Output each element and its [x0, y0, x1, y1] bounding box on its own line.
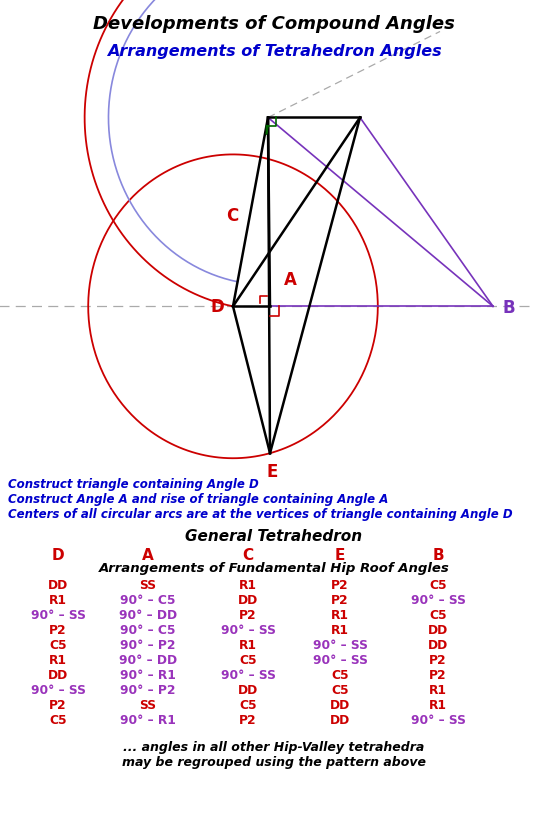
Text: Centers of all circular arcs are at the vertices of triangle containing Angle D: Centers of all circular arcs are at the …: [8, 508, 512, 521]
Text: may be regrouped using the pattern above: may be regrouped using the pattern above: [122, 756, 426, 769]
Text: 90° – SS: 90° – SS: [220, 669, 276, 682]
Text: P2: P2: [239, 609, 257, 622]
Text: P2: P2: [239, 714, 257, 727]
Text: R1: R1: [429, 699, 447, 712]
Text: SS: SS: [140, 579, 157, 592]
Text: General Tetrahedron: General Tetrahedron: [185, 529, 363, 544]
Text: 90° – DD: 90° – DD: [119, 609, 177, 622]
Text: R1: R1: [239, 579, 257, 592]
Text: DD: DD: [428, 639, 448, 652]
Text: E: E: [335, 548, 345, 563]
Text: R1: R1: [49, 594, 67, 607]
Text: 90° – SS: 90° – SS: [31, 609, 85, 622]
Text: P2: P2: [429, 654, 447, 667]
Text: 90° – SS: 90° – SS: [31, 684, 85, 697]
Text: 90° – SS: 90° – SS: [220, 624, 276, 637]
Text: DD: DD: [330, 714, 350, 727]
Text: R1: R1: [331, 624, 349, 637]
Text: P2: P2: [429, 669, 447, 682]
Text: P2: P2: [49, 699, 67, 712]
Text: DD: DD: [48, 579, 68, 592]
Text: C5: C5: [49, 639, 67, 652]
Text: C5: C5: [239, 654, 257, 667]
Text: DD: DD: [238, 594, 258, 607]
Text: R1: R1: [331, 609, 349, 622]
Text: 90° – DD: 90° – DD: [119, 654, 177, 667]
Text: Construct Angle A and rise of triangle containing Angle A: Construct Angle A and rise of triangle c…: [8, 493, 389, 506]
Text: Arrangements of Fundamental Hip Roof Angles: Arrangements of Fundamental Hip Roof Ang…: [99, 562, 449, 575]
Text: C: C: [242, 548, 254, 563]
Text: Developments of Compound Angles: Developments of Compound Angles: [93, 15, 455, 32]
Text: P2: P2: [49, 624, 67, 637]
Text: C5: C5: [331, 684, 349, 697]
Text: Construct triangle containing Angle D: Construct triangle containing Angle D: [8, 478, 259, 491]
Text: B: B: [432, 548, 444, 563]
Text: 90° – SS: 90° – SS: [410, 594, 465, 607]
Text: DD: DD: [330, 699, 350, 712]
Text: A: A: [283, 271, 296, 289]
Text: C5: C5: [429, 579, 447, 592]
Text: R1: R1: [429, 684, 447, 697]
Text: DD: DD: [48, 669, 68, 682]
Text: 90° – R1: 90° – R1: [120, 669, 176, 682]
Text: P2: P2: [331, 594, 349, 607]
Text: C5: C5: [49, 714, 67, 727]
Text: 90° – SS: 90° – SS: [312, 654, 368, 667]
Text: 90° – P2: 90° – P2: [120, 684, 176, 697]
Text: 90° – R1: 90° – R1: [120, 714, 176, 727]
Text: R1: R1: [49, 654, 67, 667]
Text: P2: P2: [331, 579, 349, 592]
Text: 90° – P2: 90° – P2: [120, 639, 176, 652]
Text: C5: C5: [331, 669, 349, 682]
Text: Arrangements of Tetrahedron Angles: Arrangements of Tetrahedron Angles: [107, 44, 441, 59]
Text: DD: DD: [238, 684, 258, 697]
Text: R1: R1: [239, 639, 257, 652]
Text: B: B: [503, 300, 515, 318]
Text: C5: C5: [239, 699, 257, 712]
Text: C5: C5: [429, 609, 447, 622]
Text: C: C: [226, 206, 238, 225]
Text: SS: SS: [140, 699, 157, 712]
Text: E: E: [266, 463, 278, 481]
Text: DD: DD: [428, 624, 448, 637]
Text: 90° – C5: 90° – C5: [120, 594, 176, 607]
Text: 90° – SS: 90° – SS: [312, 639, 368, 652]
Text: D: D: [52, 548, 64, 563]
Text: ... angles in all other Hip-Valley tetrahedra: ... angles in all other Hip-Valley tetra…: [123, 741, 425, 754]
Text: A: A: [142, 548, 154, 563]
Text: D: D: [210, 299, 224, 316]
Text: 90° – SS: 90° – SS: [410, 714, 465, 727]
Text: 90° – C5: 90° – C5: [120, 624, 176, 637]
